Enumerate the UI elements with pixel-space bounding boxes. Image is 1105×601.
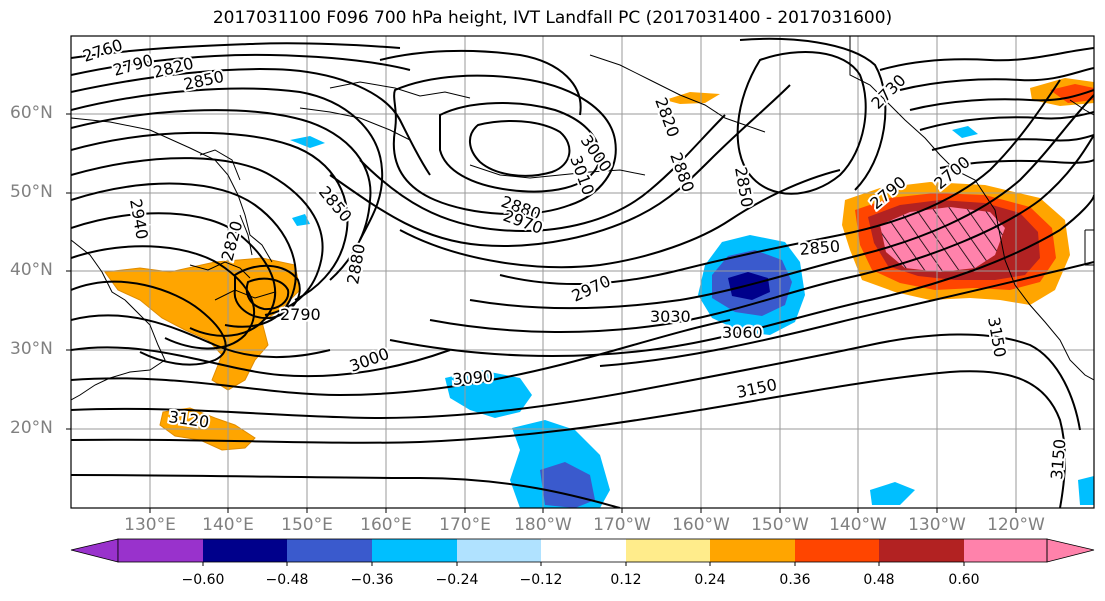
lon-label: 160°E — [360, 515, 412, 535]
colorbar-bin — [795, 539, 879, 562]
ivt-positive-japan — [104, 257, 301, 391]
ivt-negative-core — [728, 272, 770, 300]
lon-label: 170°W — [593, 515, 651, 535]
colorbar-label: −0.12 — [519, 572, 563, 588]
lon-label: 170°E — [439, 515, 491, 535]
lon-label: 130°E — [124, 515, 176, 535]
colorbar-bin — [879, 539, 964, 562]
colorbar-label: 0.36 — [779, 572, 811, 588]
lon-label: 180°W — [514, 515, 572, 535]
ivt-negative-small-4 — [870, 482, 915, 505]
colorbar — [70, 538, 1095, 566]
lat-label: 50°N — [10, 182, 53, 202]
colorbar-label: 0.12 — [610, 572, 642, 588]
map-frame — [70, 35, 1095, 509]
colorbar-label: 0.60 — [948, 572, 980, 588]
colorbar-bin — [118, 539, 203, 562]
graticule — [71, 36, 1094, 508]
colorbar-label: −0.48 — [265, 572, 309, 588]
colorbar-label: 0.24 — [694, 572, 726, 588]
colorbar-bin — [203, 539, 287, 562]
colorbar-bin — [457, 539, 541, 562]
ivt-positive-gulf — [665, 92, 720, 104]
ivt-negative-small-2 — [292, 214, 310, 226]
colorbar-bin — [964, 539, 1047, 562]
height-contours — [71, 37, 1094, 508]
colorbar-bin — [710, 539, 795, 562]
coastlines — [71, 36, 1094, 401]
colorbar-label: −0.24 — [435, 572, 479, 588]
lon-label: 120°W — [987, 515, 1045, 535]
colorbar-label: −0.36 — [350, 572, 394, 588]
contour-label: 3060 — [722, 323, 763, 342]
lat-label: 40°N — [10, 260, 53, 280]
colorbar-label: −0.60 — [181, 572, 225, 588]
lon-label: 150°E — [281, 515, 333, 535]
ivt-negative-south-3 — [540, 462, 595, 508]
contour-label: 3030 — [650, 307, 691, 326]
colorbar-bin — [372, 539, 457, 562]
lon-label: 130°W — [908, 515, 966, 535]
colorbar-extend-low — [70, 538, 119, 563]
ivt-negative-small-3 — [952, 126, 978, 138]
colorbar-label: 0.48 — [863, 572, 895, 588]
axis-ticks — [66, 113, 1017, 513]
lon-label: 140°W — [829, 515, 887, 535]
colorbar-bin — [626, 539, 710, 562]
ivt-negative-small-5 — [1078, 476, 1094, 505]
lon-label: 160°W — [672, 515, 730, 535]
map-title: 2017031100 F096 700 hPa height, IVT Land… — [212, 8, 893, 28]
colorbar-extend-high — [1046, 538, 1095, 563]
lon-label: 140°E — [202, 515, 254, 535]
lon-label: 150°W — [751, 515, 809, 535]
ivt-negative-south-1 — [445, 370, 532, 418]
lat-label: 60°N — [10, 103, 53, 123]
contour-label: 2850 — [799, 237, 841, 259]
colorbar-bin — [541, 539, 626, 562]
lat-label: 20°N — [10, 418, 53, 438]
colorbar-bin — [287, 539, 372, 562]
lat-label: 30°N — [10, 339, 53, 359]
ivt-positive-ne-inner — [1050, 84, 1094, 103]
contour-label: 2790 — [280, 305, 321, 324]
contour-label: 3090 — [452, 367, 494, 389]
contour-label: 3150 — [1047, 438, 1069, 480]
